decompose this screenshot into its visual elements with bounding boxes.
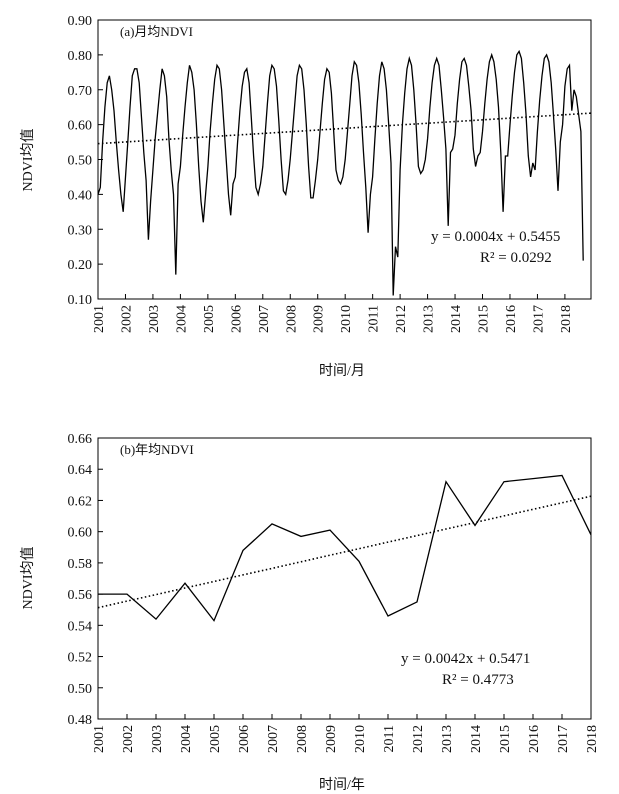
panel-a-x-tick-label: 2005 (202, 305, 217, 333)
panel-b-x-tick-label: 2014 (469, 725, 484, 753)
panel-b-y-axis: 0.48 0.50 0.52 0.54 0.56 0.58 0.60 0.62 0.64 0.66 (68, 432, 103, 728)
panel-a-x-tick-label: 2015 (477, 305, 492, 333)
panel-a-y-tick-label: 0.70 (68, 84, 93, 99)
panel-b-plot-frame (97, 437, 592, 720)
panel-a-x-tick-label: 2010 (339, 305, 354, 333)
panel-a-y-tick-label: 0.80 (68, 49, 93, 64)
panel-a-x-tick-label: 2007 (257, 305, 272, 333)
panel-b-annual-ndvi: 0.48 0.50 0.52 0.54 0.56 0.58 0.60 0.62 0.64 0.66… (20, 432, 600, 793)
panel-b-x-tick-label: 2004 (179, 725, 194, 753)
panel-a-x-tick-label: 2011 (367, 305, 382, 332)
panel-a-x-axis: 2001 2002 2003 2004 2005 2006 2007 2008 2009 2010… (92, 294, 574, 333)
panel-b-x-tick-label: 2012 (411, 725, 426, 753)
panel-a-trend-line (97, 112, 592, 145)
panel-a-r-squared: R² = 0.0292 (480, 250, 552, 266)
panel-a-y-tick-label: 0.20 (68, 258, 93, 273)
panel-b-y-tick-label: 0.50 (68, 682, 93, 697)
panel-b-x-axis: 2001 2002 2003 2004 2005 2006 2007 2008 2009 2010… (92, 714, 600, 753)
panel-a-x-tick-label: 2013 (422, 305, 437, 333)
panel-b-x-tick-label: 2001 (92, 725, 107, 753)
panel-b-x-tick-label: 2009 (324, 725, 339, 753)
panel-b-x-tick-label: 2017 (556, 725, 571, 753)
panel-b-x-tick-label: 2003 (150, 725, 165, 753)
panel-b-x-tick-label: 2013 (440, 725, 455, 753)
panel-a-x-tick-label: 2004 (174, 305, 189, 333)
panel-a-x-tick-label: 2009 (312, 305, 327, 333)
panel-b-x-tick-label: 2015 (498, 725, 513, 753)
panel-b-y-tick-label: 0.52 (68, 651, 93, 666)
panel-b-x-tick-label: 2007 (266, 725, 281, 753)
panel-b-equation: y = 0.0042x + 0.5471 (401, 651, 530, 667)
panel-b-x-tick-label: 2010 (353, 725, 368, 753)
panel-a-y-tick-label: 0.30 (68, 223, 93, 238)
panel-b-y-tick-label: 0.56 (68, 588, 93, 603)
panel-a-ndvi-series-line (97, 49, 584, 296)
panel-a-y-axis: 0.10 0.20 0.30 0.40 0.50 0.60 0.70 0.80 0.90 (68, 14, 103, 308)
panel-a-monthly-ndvi: 0.10 0.20 0.30 0.40 0.50 0.60 0.70 0.80 0.90 200… (20, 14, 592, 379)
panel-b-r-squared: R² = 0.4773 (442, 672, 514, 688)
panel-a-y-axis-label: NDVI均值 (20, 129, 36, 192)
panel-a-y-tick-label: 0.90 (68, 14, 93, 29)
panel-b-y-tick-label: 0.54 (68, 619, 93, 634)
panel-a-y-tick-label: 0.40 (68, 188, 93, 203)
panel-b-trend-line (97, 495, 592, 609)
panel-a-x-tick-label: 2018 (559, 305, 574, 333)
panel-b-x-tick-label: 2018 (585, 725, 600, 753)
panel-a-x-tick-label: 2002 (119, 305, 134, 333)
panel-a-equation: y = 0.0004x + 0.5455 (431, 229, 560, 245)
panel-b-y-tick-label: 0.64 (68, 463, 93, 478)
panel-b-y-axis-label: NDVI均值 (20, 547, 36, 610)
panel-b-x-axis-label: 时间/年 (319, 777, 365, 793)
panel-b-x-tick-label: 2005 (208, 725, 223, 753)
panel-a-y-tick-label: 0.10 (68, 293, 93, 308)
panel-a-x-tick-label: 2003 (147, 305, 162, 333)
panel-a-x-tick-label: 2008 (284, 305, 299, 333)
panel-a-x-tick-label: 2012 (394, 305, 409, 333)
panel-b-y-tick-label: 0.62 (68, 494, 93, 509)
panel-a-y-tick-label: 0.60 (68, 119, 93, 134)
panel-b-y-tick-label: 0.66 (68, 432, 93, 447)
panel-a-y-tick-label: 0.50 (68, 154, 93, 169)
panel-b-y-tick-label: 0.60 (68, 526, 93, 541)
panel-b-x-tick-label: 2011 (382, 725, 397, 752)
panel-b-x-tick-label: 2002 (121, 725, 136, 753)
panel-b-x-tick-label: 2008 (295, 725, 310, 753)
panel-a-x-tick-label: 2014 (449, 305, 464, 333)
panel-b-ndvi-series-line (98, 474, 592, 622)
panel-b-x-tick-label: 2006 (237, 725, 252, 753)
panel-b-y-tick-label: 0.48 (68, 713, 93, 728)
panel-b-y-tick-label: 0.58 (68, 557, 93, 572)
panel-a-x-tick-label: 2001 (92, 305, 107, 333)
panel-a-title: (a)月均NDVI (120, 24, 193, 39)
panel-a-x-axis-label: 时间/月 (319, 363, 365, 379)
panel-b-x-tick-label: 2016 (527, 725, 542, 753)
panel-a-x-tick-label: 2016 (504, 305, 519, 333)
panel-b-title: (b)年均NDVI (120, 442, 194, 457)
panel-a-x-tick-label: 2017 (531, 305, 546, 333)
panel-a-x-tick-label: 2006 (229, 305, 244, 333)
